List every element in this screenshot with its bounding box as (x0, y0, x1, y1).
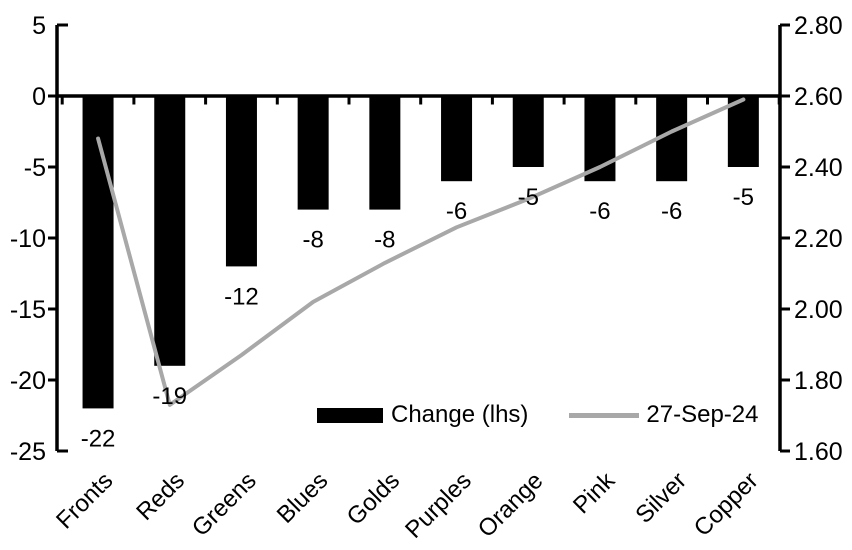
left-axis-tick-label: -15 (10, 296, 46, 324)
bar-data-label: -5 (518, 184, 539, 211)
series-line (96, 97, 746, 407)
legend-label-bar-series: Change (lhs) (391, 401, 529, 428)
bar-Fronts (82, 96, 114, 409)
left-axis-tick-label: 0 (32, 83, 46, 111)
category-label-Silver: Silver (630, 467, 692, 529)
bar-Golds (369, 96, 401, 210)
bar-Blues (297, 96, 329, 210)
left-axis-tick-label: -20 (10, 367, 46, 395)
category-label-Purples: Purples (400, 467, 477, 544)
right-axis-tick-label: 2.80 (794, 12, 843, 40)
bar-data-label: -12 (224, 283, 259, 310)
legend-label-line-series: 27-Sep-24 (646, 401, 759, 428)
category-label-Blues: Blues (272, 467, 334, 529)
chart-legend: Change (lhs) 27-Sep-24 (317, 400, 758, 430)
left-axis-tick-label: -25 (10, 438, 46, 466)
right-axis-tick-label: 2.40 (794, 154, 843, 182)
right-axis-tick-label: 1.80 (794, 367, 843, 395)
bar-Purples (441, 96, 473, 182)
category-label-Copper: Copper (689, 467, 764, 542)
right-axis-tick-label: 2.60 (794, 83, 843, 111)
bar-data-label: -6 (589, 198, 610, 225)
bar-data-label: -8 (302, 227, 323, 254)
category-label-Orange: Orange (473, 467, 549, 543)
legend-bar-swatch (317, 407, 383, 423)
bar-Greens (225, 96, 257, 267)
bar-data-label: -19 (152, 383, 187, 410)
category-label-Greens: Greens (187, 467, 262, 542)
category-label-Reds: Reds (131, 467, 190, 526)
bar-data-label: -8 (374, 227, 395, 254)
right-axis-tick-label: 2.20 (794, 225, 843, 253)
category-label-Fronts: Fronts (51, 467, 118, 534)
category-label-Pink: Pink (568, 466, 621, 519)
bar-Reds (154, 96, 186, 366)
legend-line-swatch (569, 412, 640, 418)
bar-data-label: -6 (446, 198, 467, 225)
bar-Copper (727, 96, 759, 167)
right-axis-tick-label: 1.60 (794, 438, 843, 466)
left-axis-tick-label: -5 (24, 154, 46, 182)
bar-Orange (512, 96, 544, 167)
bar-data-label: -22 (81, 425, 116, 452)
category-label-Golds: Golds (342, 467, 405, 530)
left-axis-tick-label: -10 (10, 225, 46, 253)
right-axis-tick-label: 2.00 (794, 296, 843, 324)
bar-data-label: -6 (661, 198, 682, 225)
left-axis-tick-label: 5 (32, 12, 46, 40)
bar-data-label: -5 (733, 184, 754, 211)
